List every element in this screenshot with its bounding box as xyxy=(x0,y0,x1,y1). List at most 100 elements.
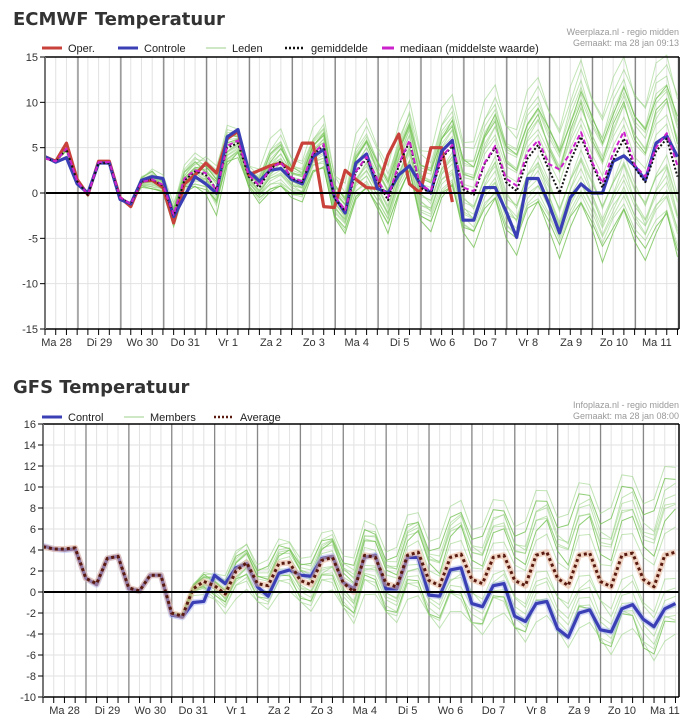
y-tick-label: 10 xyxy=(24,482,36,494)
member-line xyxy=(42,482,676,617)
gfs-credit-source: Infoplaza.nl - regio midden xyxy=(573,400,679,410)
member-line xyxy=(44,88,678,217)
legend-label: Leden xyxy=(232,43,263,55)
x-tick-label: Zo 10 xyxy=(600,337,628,349)
member-line xyxy=(42,546,676,638)
ecmwf-legend: Oper. Controle Leden gemiddelde mediaan (mid… xyxy=(42,43,539,55)
x-tick-label: Do 31 xyxy=(171,337,200,349)
y-tick-label: -10 xyxy=(20,692,36,704)
y-tick-label: -8 xyxy=(26,671,36,683)
x-tick-label: Ma 4 xyxy=(344,337,368,349)
y-tick-label: 15 xyxy=(26,52,38,64)
x-tick-label: Ma 28 xyxy=(49,705,80,717)
gfs-credit-created: Gemaakt: ma 28 jan 08:00 xyxy=(573,411,679,421)
member-line xyxy=(42,465,676,615)
x-tick-label: Wo 30 xyxy=(127,337,159,349)
y-tick-label: 12 xyxy=(24,461,36,473)
x-tick-label: Vr 1 xyxy=(218,337,238,349)
x-tick-label: Wo 6 xyxy=(430,337,455,349)
x-tick-label: Zo 3 xyxy=(311,705,333,717)
member-line xyxy=(44,63,678,205)
x-tick-label: Vr 8 xyxy=(518,337,538,349)
x-tick-label: Wo 6 xyxy=(438,705,463,717)
y-tick-label: 8 xyxy=(30,503,36,515)
series-halo xyxy=(42,542,677,641)
x-tick-label: Ma 11 xyxy=(650,705,680,717)
y-tick-label: -15 xyxy=(22,324,38,336)
y-tick-label: 16 xyxy=(24,419,36,431)
series-line-control xyxy=(42,544,677,639)
member-line xyxy=(42,546,676,655)
x-tick-label: Do 7 xyxy=(482,705,505,717)
member-line xyxy=(44,146,678,220)
x-tick-label: Di 5 xyxy=(390,337,410,349)
member-line xyxy=(42,546,676,631)
member-line xyxy=(42,494,676,616)
y-tick-label: -4 xyxy=(26,629,36,641)
ecmwf-chart-title: ECMWF Temperatuur xyxy=(13,9,225,30)
ecmwf-credit-source: Weerplaza.nl - regio midden xyxy=(567,27,679,37)
legend-item: Leden xyxy=(206,43,263,55)
series-line-controle xyxy=(44,127,679,240)
y-tick-label: -5 xyxy=(28,233,38,245)
y-tick-label: -10 xyxy=(22,279,38,291)
y-tick-label: 10 xyxy=(26,97,38,109)
ecmwf-lines xyxy=(44,127,679,240)
x-tick-label: Ma 28 xyxy=(41,337,72,349)
legend-item: Oper. xyxy=(42,43,95,55)
x-tick-label: Zo 3 xyxy=(303,337,325,349)
legend-item: Control xyxy=(42,412,103,424)
member-line xyxy=(42,546,676,619)
series-halo xyxy=(42,543,677,620)
legend-label: gemiddelde xyxy=(311,43,368,55)
legend-item: Members xyxy=(124,412,196,424)
gfs-lines xyxy=(42,542,677,641)
x-tick-label: Di 29 xyxy=(95,705,121,717)
member-line xyxy=(42,477,676,615)
member-line xyxy=(42,546,676,650)
y-tick-label: 14 xyxy=(24,440,36,452)
y-tick-label: -6 xyxy=(26,650,36,662)
y-tick-label: -2 xyxy=(26,608,36,620)
legend-item: Controle xyxy=(118,43,186,55)
series-line-mediaan-middelste-waarde- xyxy=(44,130,679,216)
member-line xyxy=(42,502,676,616)
gfs-grid xyxy=(42,423,679,698)
legend-item: Average xyxy=(214,412,281,424)
x-tick-label: Di 29 xyxy=(87,337,113,349)
member-line xyxy=(44,148,678,230)
gfs-members xyxy=(42,465,676,662)
legend-label: Oper. xyxy=(68,43,95,55)
member-line xyxy=(42,546,676,662)
member-line xyxy=(42,546,676,618)
gfs-chart-title: GFS Temperatuur xyxy=(13,377,190,398)
gfs-legend: Control Members Average xyxy=(42,412,281,424)
series-line-average xyxy=(42,545,676,618)
x-tick-label: Do 31 xyxy=(179,705,208,717)
y-tick-label: 4 xyxy=(30,545,36,557)
gfs-axes: 16 14 12 10 8 6 4 2 0 -2 -4 -6 -8 -10 Ma 28 Di 29 Wo 30 D… xyxy=(20,419,680,717)
legend-item: gemiddelde xyxy=(285,43,368,55)
legend-label: Average xyxy=(240,412,281,424)
x-tick-label: Wo 30 xyxy=(135,705,167,717)
x-tick-label: Za 9 xyxy=(568,705,590,717)
ecmwf-credit-created: Gemaakt: ma 28 jan 09:13 xyxy=(573,38,679,48)
x-tick-label: Ma 11 xyxy=(642,337,672,349)
legend-label: Control xyxy=(68,412,103,424)
legend-item: mediaan (middelste waarde) xyxy=(382,43,539,55)
y-tick-label: 0 xyxy=(32,188,38,200)
y-tick-label: 2 xyxy=(30,566,36,578)
legend-label: mediaan (middelste waarde) xyxy=(400,43,539,55)
x-tick-label: Di 5 xyxy=(398,705,418,717)
x-tick-label: Za 2 xyxy=(268,705,290,717)
legend-label: Members xyxy=(150,412,196,424)
x-tick-label: Zo 10 xyxy=(608,705,636,717)
x-tick-label: Za 9 xyxy=(560,337,582,349)
x-tick-label: Za 2 xyxy=(260,337,282,349)
x-tick-label: Do 7 xyxy=(474,337,497,349)
member-line xyxy=(42,546,676,646)
x-tick-label: Ma 4 xyxy=(352,705,376,717)
y-tick-label: 6 xyxy=(30,524,36,536)
